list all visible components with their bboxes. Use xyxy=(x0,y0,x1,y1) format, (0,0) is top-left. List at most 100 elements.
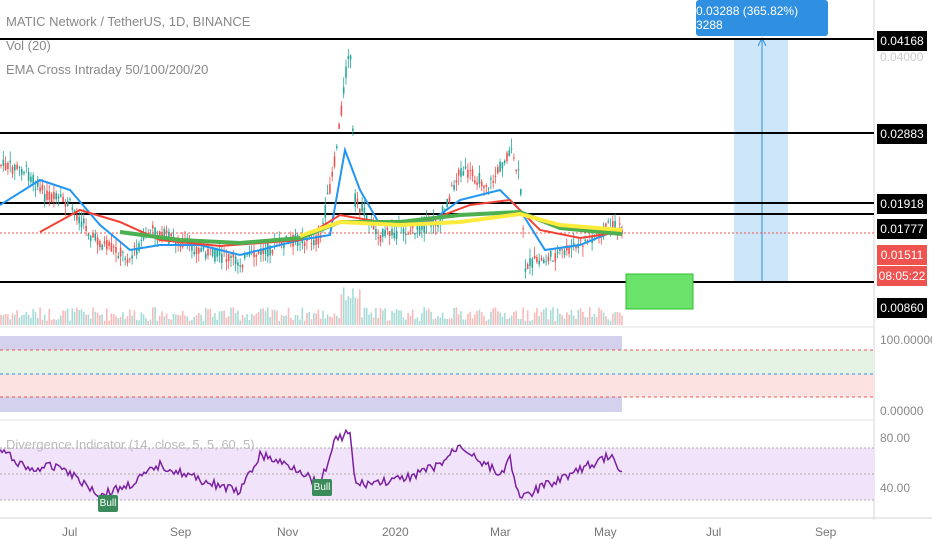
candle-body xyxy=(140,240,143,242)
volume-bar xyxy=(621,315,623,325)
candle-body xyxy=(20,168,23,175)
candle-body xyxy=(480,181,483,187)
candle-body xyxy=(490,178,492,180)
volume-bar xyxy=(584,317,586,325)
volume-bar xyxy=(9,319,11,325)
candle-body xyxy=(94,233,97,241)
candle-body xyxy=(345,66,347,78)
volume-bar xyxy=(188,320,191,325)
candle-body xyxy=(239,265,241,267)
candle-body xyxy=(485,185,488,187)
candle-body xyxy=(43,194,46,202)
candle-body xyxy=(418,223,421,235)
volume-bar xyxy=(476,310,478,325)
volume-bar xyxy=(85,314,87,325)
measure-tool-label[interactable]: 0.03288 (365.82%) 3288 xyxy=(696,0,828,36)
x-axis-label: Jul xyxy=(706,525,722,539)
volume-bar xyxy=(126,316,129,325)
volume-bar xyxy=(78,309,80,325)
volume-bar xyxy=(577,309,580,325)
candle-body xyxy=(248,252,251,256)
volume-bar xyxy=(554,320,557,325)
x-axis-label: Nov xyxy=(277,525,299,539)
candle-body xyxy=(322,222,324,224)
volume-bar xyxy=(112,314,115,325)
divergence-indicator-label[interactable]: Divergence Indicator (14, close, 5, 5, 6… xyxy=(6,437,255,452)
volume-bar xyxy=(602,312,605,325)
volume-bar xyxy=(405,319,407,325)
volume-bar xyxy=(244,317,246,325)
volume-bar xyxy=(416,317,419,325)
volume-bar xyxy=(34,312,37,325)
volume-bar xyxy=(138,320,140,325)
volume-bar xyxy=(96,312,99,325)
volume-bar xyxy=(342,287,345,325)
candle-body xyxy=(66,200,69,207)
price-level-tag: 0.01777 xyxy=(877,219,927,239)
volume-bar xyxy=(570,309,573,325)
volume-bar xyxy=(221,311,223,325)
volume-bar xyxy=(566,312,568,325)
candle-body xyxy=(25,165,28,167)
volume-bar xyxy=(483,316,485,325)
ema-indicator-label[interactable]: EMA Cross Intraday 50/100/200/20 xyxy=(6,62,209,77)
volume-bar xyxy=(423,307,425,325)
candle-body xyxy=(365,215,368,222)
volume-bar xyxy=(453,307,455,325)
candle-body xyxy=(554,253,557,262)
volume-bar xyxy=(250,313,253,325)
volume-bar xyxy=(363,307,366,325)
volume-bar xyxy=(333,313,336,325)
volume-bar xyxy=(446,318,448,325)
candle-body xyxy=(96,237,99,245)
volume-bar xyxy=(457,314,460,325)
candle-body xyxy=(329,184,331,194)
candle-body xyxy=(269,245,271,256)
candle-body xyxy=(492,181,494,183)
volume-bar xyxy=(471,318,474,325)
volume-bar xyxy=(503,312,506,325)
volume-bar xyxy=(462,319,465,325)
volume-bar xyxy=(2,315,5,325)
volume-bar xyxy=(267,307,269,325)
volume-bar xyxy=(234,313,237,325)
volume-bar xyxy=(561,315,563,325)
volume-bar xyxy=(607,319,609,325)
volume-bar xyxy=(520,318,522,325)
volume-bar xyxy=(122,312,124,325)
candle-body xyxy=(513,157,515,159)
volume-bar xyxy=(589,307,591,325)
volume-indicator-label[interactable]: Vol (20) xyxy=(6,38,51,53)
volume-bar xyxy=(306,313,308,325)
candle-body xyxy=(234,256,237,265)
candle-body xyxy=(216,249,218,257)
volume-bar xyxy=(386,320,389,325)
volume-bar xyxy=(152,307,154,325)
candle-body xyxy=(232,253,235,258)
candle-body xyxy=(253,249,255,258)
volume-bar xyxy=(478,309,481,325)
candle-body xyxy=(379,235,382,242)
candle-body xyxy=(87,233,90,237)
candle-body xyxy=(430,225,432,227)
volume-bar xyxy=(467,313,469,325)
candle-body xyxy=(501,162,504,169)
volume-bar xyxy=(64,310,67,325)
candle-body xyxy=(191,245,193,251)
volume-bar xyxy=(439,317,442,325)
candle-body xyxy=(540,258,543,261)
volume-bar xyxy=(531,320,534,325)
volume-bar xyxy=(326,314,329,325)
volume-bar xyxy=(310,319,313,325)
volume-bar xyxy=(163,316,166,325)
volume-bar xyxy=(103,320,106,325)
candle-body xyxy=(582,245,584,248)
candle-body xyxy=(402,228,405,234)
volume-bar xyxy=(349,297,352,325)
candle-body xyxy=(395,231,398,239)
candle-body xyxy=(103,241,106,244)
x-axis-label: Mar xyxy=(490,525,511,539)
volume-bar xyxy=(278,320,281,325)
